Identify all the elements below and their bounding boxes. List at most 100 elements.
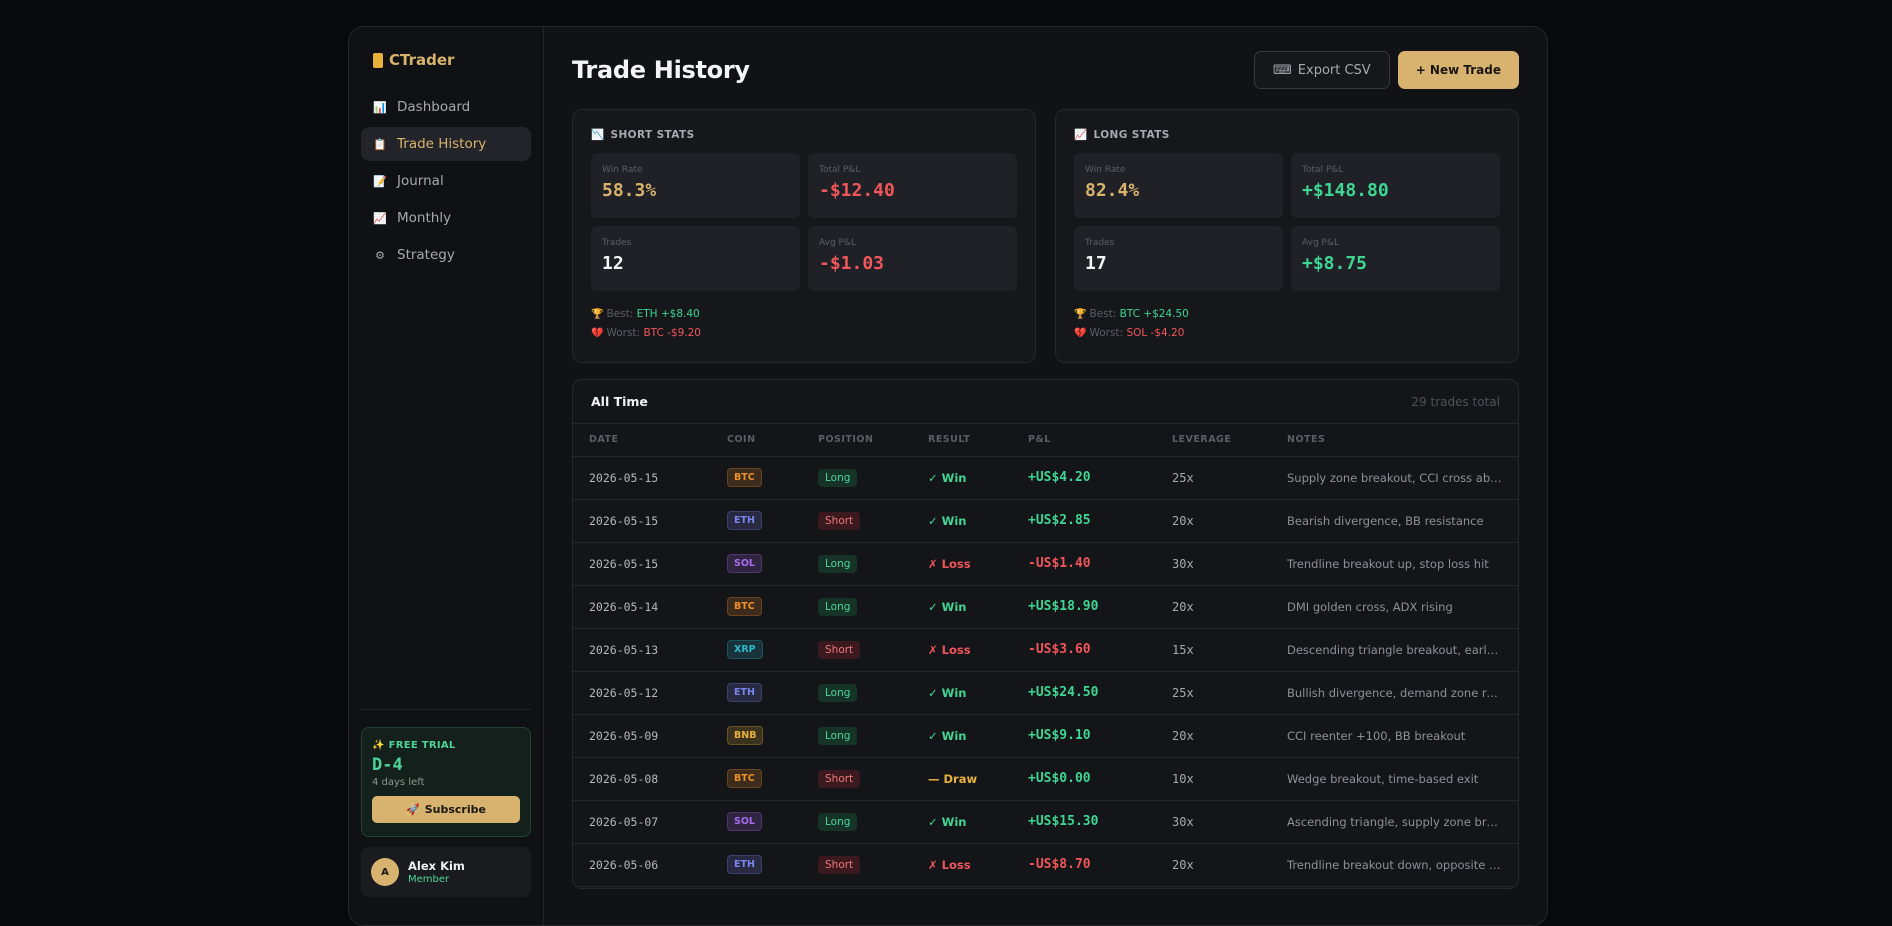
pnl-value-cell: +US$15.30 bbox=[1012, 800, 1156, 844]
leverage-value: 30x bbox=[1156, 542, 1271, 586]
position-badge-cell: Long bbox=[802, 542, 912, 586]
sidebar-item-label: Journal bbox=[397, 173, 444, 189]
sidebar-item-strategy[interactable]: ⚙ Strategy bbox=[361, 238, 531, 272]
sidebar-item-label: Strategy bbox=[397, 247, 455, 263]
trade-date: 2026-05-12 bbox=[573, 671, 711, 715]
pnl-value: -US$1.40 bbox=[1028, 556, 1091, 571]
short-win-rate: Win Rate 58.3% bbox=[591, 153, 800, 218]
trade-notes: Descending triangle breakout, early exit bbox=[1271, 628, 1518, 672]
pnl-value: +US$9.10 bbox=[1028, 728, 1091, 743]
avatar: A bbox=[371, 858, 399, 886]
pnl-value: -US$8.70 bbox=[1028, 857, 1091, 872]
table-row[interactable]: 2026-05-06 ETH Short ✗ Loss -US$8.70 20x Trend… bbox=[573, 843, 1518, 887]
result-label-cell: ✓ Win bbox=[912, 499, 1012, 543]
position-badge-cell: Long bbox=[802, 714, 912, 758]
result-label: ✓ Win bbox=[928, 599, 967, 614]
position-badge-cell: Long bbox=[802, 456, 912, 500]
keyboard-icon: ⌨ bbox=[1273, 62, 1292, 78]
table-row[interactable]: 2026-05-15 SOL Long ✗ Loss -US$1.40 30x Trendl… bbox=[573, 542, 1518, 586]
table-row[interactable]: 2026-05-13 XRP Short ✗ Loss -US$3.60 15x Desce… bbox=[573, 628, 1518, 672]
table-row[interactable]: 2026-05-14 BTC Long ✓ Win +US$18.90 20x DMI go… bbox=[573, 585, 1518, 629]
position-badge-cell: Long bbox=[802, 800, 912, 844]
sidebar-item-dashboard[interactable]: 📊 Dashboard bbox=[361, 90, 531, 124]
short-worst: 💔 Worst: BTC -$9.20 bbox=[591, 327, 701, 339]
long-best: 🏆 Best: BTC +$24.50 bbox=[1074, 308, 1189, 320]
coin-badge-cell: BTC bbox=[711, 456, 802, 500]
coin-badge: BNB bbox=[727, 726, 764, 745]
pnl-value-cell: +US$18.90 bbox=[1012, 585, 1156, 629]
trade-notes: Bearish divergence, BB resistance bbox=[1271, 499, 1518, 543]
column-header-date[interactable]: DATE bbox=[573, 424, 711, 457]
short-total-pnl: Total P&L -$12.40 bbox=[808, 153, 1017, 218]
leverage-value: 10x bbox=[1156, 757, 1271, 801]
table-row[interactable]: 2026-05-15 ETH Short ✓ Win +US$2.85 20x Bearis… bbox=[573, 499, 1518, 543]
trial-days-left: 4 days left bbox=[372, 777, 425, 788]
trade-notes: Wedge breakout, time-based exit bbox=[1271, 757, 1518, 801]
sidebar-item-journal[interactable]: 📝 Journal bbox=[361, 164, 531, 198]
column-header-result[interactable]: RESULT bbox=[912, 424, 1012, 457]
sidebar-item-monthly[interactable]: 📈 Monthly bbox=[361, 201, 531, 235]
table-title: All Time bbox=[591, 394, 648, 409]
pnl-value-cell: -US$1.40 bbox=[1012, 542, 1156, 586]
trade-date: 2026-05-07 bbox=[573, 800, 711, 844]
position-badge-cell: Long bbox=[802, 585, 912, 629]
table-row[interactable]: 2026-05-09 BNB Long ✓ Win +US$9.10 20x CCI ree… bbox=[573, 714, 1518, 758]
brand[interactable]: CTrader bbox=[361, 49, 531, 71]
pnl-value: +US$15.30 bbox=[1028, 814, 1099, 829]
coin-badge-cell: BTC bbox=[711, 757, 802, 801]
pnl-value: -US$3.60 bbox=[1028, 642, 1091, 657]
broken-heart-icon: 💔 bbox=[1074, 328, 1087, 339]
column-header-notes[interactable]: NOTES bbox=[1271, 424, 1518, 457]
user-profile[interactable]: A Alex Kim Member bbox=[361, 847, 531, 897]
trade-notes: Trendline breakout down, opposite move bbox=[1271, 843, 1518, 887]
result-label-cell: ✓ Win bbox=[912, 800, 1012, 844]
result-label: ✓ Win bbox=[928, 728, 967, 743]
table-header: All Time 29 trades total bbox=[573, 380, 1518, 424]
sparkle-icon: ✨ bbox=[372, 740, 385, 751]
table-row[interactable]: 2026-05-08 BTC Short — Draw +US$0.00 10x Wedge… bbox=[573, 757, 1518, 801]
column-header-pl[interactable]: P&L bbox=[1012, 424, 1156, 457]
export-csv-button[interactable]: ⌨ Export CSV bbox=[1254, 51, 1390, 89]
leverage-value: 20x bbox=[1156, 499, 1271, 543]
trade-count: 29 trades total bbox=[1411, 394, 1500, 409]
long-avg-pnl: Avg P&L +$8.75 bbox=[1291, 226, 1500, 291]
position-badge-cell: Long bbox=[802, 671, 912, 715]
table-row[interactable]: 2026-05-07 SOL Long ✓ Win +US$15.30 30x Ascend… bbox=[573, 800, 1518, 844]
column-header-coin[interactable]: COIN bbox=[711, 424, 802, 457]
pnl-value-cell: +US$2.85 bbox=[1012, 499, 1156, 543]
column-header-leverage[interactable]: LEVERAGE bbox=[1156, 424, 1271, 457]
memo-icon: 📝 bbox=[373, 174, 387, 188]
sidebar: CTrader 📊 Dashboard 📋 Trade History 📝 Journal… bbox=[349, 27, 544, 925]
result-label-cell: ✓ Win bbox=[912, 456, 1012, 500]
new-trade-button[interactable]: + New Trade bbox=[1397, 51, 1519, 89]
trade-table-card: All Time 29 trades total DATE COIN POSITIO… bbox=[572, 379, 1519, 889]
result-label-cell: ✓ Win bbox=[912, 585, 1012, 629]
coin-badge: ETH bbox=[727, 511, 762, 530]
pnl-value: +US$4.20 bbox=[1028, 470, 1091, 485]
coin-badge-cell: SOL bbox=[711, 800, 802, 844]
table-row[interactable]: 2026-05-15 BTC Long ✓ Win +US$4.20 25x Supply … bbox=[573, 456, 1518, 500]
short-best: 🏆 Best: ETH +$8.40 bbox=[591, 308, 700, 320]
pnl-value: +US$2.85 bbox=[1028, 513, 1091, 528]
result-label: ✗ Loss bbox=[928, 642, 971, 657]
position-badge: Short bbox=[818, 640, 861, 659]
subscribe-button[interactable]: 🚀 Subscribe bbox=[372, 796, 520, 823]
trade-date: 2026-05-15 bbox=[573, 456, 711, 500]
result-label-cell: — Draw bbox=[912, 757, 1012, 801]
clipboard-icon: 📋 bbox=[373, 137, 387, 151]
coin-badge: SOL bbox=[727, 812, 762, 831]
position-badge-cell: Short bbox=[802, 628, 912, 672]
pnl-value: +US$24.50 bbox=[1028, 685, 1099, 700]
gear-icon: ⚙ bbox=[375, 248, 385, 262]
table-row[interactable]: 2026-05-12 ETH Long ✓ Win +US$24.50 25x Bullis… bbox=[573, 671, 1518, 715]
trade-date: 2026-05-09 bbox=[573, 714, 711, 758]
bar-chart-icon: 📊 bbox=[373, 100, 387, 114]
leverage-value: 20x bbox=[1156, 585, 1271, 629]
column-header-position[interactable]: POSITION bbox=[802, 424, 912, 457]
brand-logo-icon bbox=[373, 52, 383, 68]
app-window: CTrader 📊 Dashboard 📋 Trade History 📝 Journal… bbox=[348, 26, 1548, 926]
trade-notes: CCI reenter +100, BB breakout bbox=[1271, 714, 1518, 758]
pnl-value-cell: +US$0.00 bbox=[1012, 757, 1156, 801]
sidebar-item-trade-history[interactable]: 📋 Trade History bbox=[361, 127, 531, 161]
coin-badge-cell: SOL bbox=[711, 542, 802, 586]
